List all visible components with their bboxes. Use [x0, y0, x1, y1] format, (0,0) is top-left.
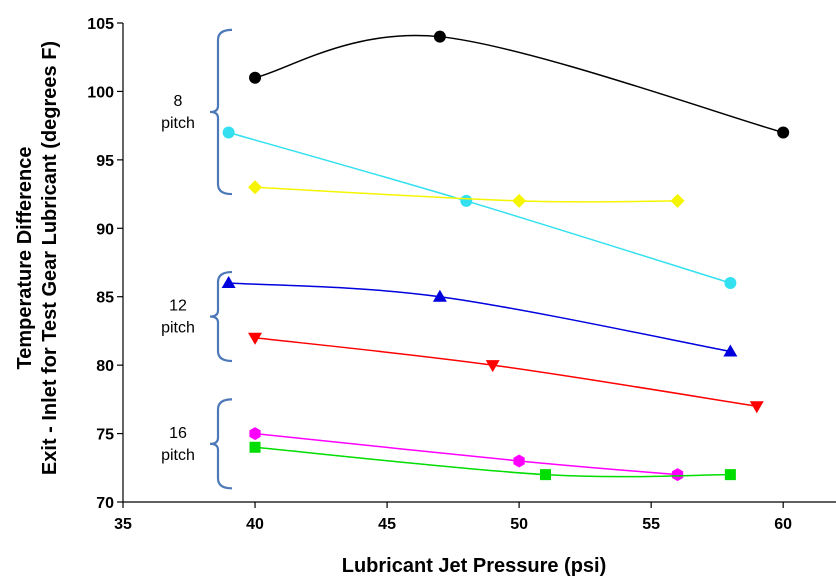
series-2 — [222, 126, 737, 290]
hexagon-marker — [513, 454, 525, 468]
hexagon-marker — [249, 427, 261, 441]
y-axis-title-line2: Exit - Inlet for Test Gear Lubricant (de… — [39, 41, 61, 475]
triangle-down-marker — [749, 401, 764, 414]
brace-label-line1: 12 — [169, 298, 187, 315]
y-tick-label: 85 — [96, 290, 114, 307]
brace-layer: 8 pitch 12 pitch 16 pitch — [161, 28, 233, 490]
x-tick-label: 60 — [774, 516, 792, 533]
brace-label-line2: pitch — [161, 320, 195, 337]
triangle-up-marker — [221, 276, 236, 289]
brace-label-line2: pitch — [161, 115, 195, 132]
hexagon-marker — [671, 468, 684, 482]
y-axis-title-line1: Temperature Difference — [14, 146, 36, 369]
group-brace-3: 16 pitch — [161, 398, 233, 490]
x-tick-label: 35 — [114, 516, 132, 533]
square-marker — [540, 469, 552, 481]
diamond-marker — [248, 180, 263, 195]
y-tick-label: 70 — [96, 495, 114, 512]
series-line — [254, 432, 678, 476]
series-line — [254, 337, 757, 407]
triangle-up-marker — [723, 344, 738, 357]
series-line — [228, 131, 731, 284]
y-tick-label: 100 — [87, 84, 114, 101]
y-tick-label: 80 — [96, 358, 114, 375]
diamond-marker — [512, 193, 527, 208]
series-4 — [221, 276, 738, 357]
series-6 — [249, 427, 684, 482]
circle-marker — [777, 126, 790, 139]
x-axis-title: Lubricant Jet Pressure (psi) — [342, 555, 607, 577]
y-tick-label: 90 — [96, 221, 114, 238]
series-7 — [249, 441, 736, 481]
brace-label-line2: pitch — [161, 447, 195, 464]
x-tick-label: 40 — [246, 516, 264, 533]
y-tick-label: 75 — [96, 427, 114, 444]
series-1 — [249, 30, 790, 139]
y-tick-label: 95 — [96, 153, 114, 170]
group-brace-1: 8 pitch — [161, 28, 233, 196]
triangle-down-marker — [485, 360, 500, 373]
brace-label-line1: 8 — [174, 93, 183, 110]
circle-marker — [249, 71, 262, 84]
brace-shape — [209, 398, 233, 490]
brace-shape — [209, 28, 233, 196]
series-line — [254, 446, 731, 478]
square-marker — [249, 441, 261, 453]
square-marker — [724, 469, 736, 481]
triangle-down-marker — [248, 332, 263, 345]
brace-shape — [209, 270, 233, 363]
series-3 — [248, 180, 685, 208]
circle-marker — [433, 30, 446, 43]
diamond-marker — [670, 193, 685, 208]
axes: 35 40 45 50 55 60 70 75 80 85 90 95 100 105 — [87, 16, 836, 533]
circle-marker — [724, 277, 737, 290]
circle-marker — [222, 126, 235, 139]
series-5 — [248, 332, 764, 414]
triangle-up-marker — [432, 289, 447, 302]
y-tick-label: 105 — [87, 16, 114, 33]
series-line — [254, 34, 784, 134]
group-brace-2: 12 pitch — [161, 270, 233, 363]
series-line — [254, 186, 678, 203]
circle-marker — [460, 194, 473, 207]
series-layer — [221, 30, 790, 482]
x-tick-label: 45 — [378, 516, 396, 533]
x-tick-label: 55 — [642, 516, 660, 533]
x-tick-label: 50 — [510, 516, 528, 533]
brace-label-line1: 16 — [169, 425, 187, 442]
series-line — [228, 282, 731, 353]
